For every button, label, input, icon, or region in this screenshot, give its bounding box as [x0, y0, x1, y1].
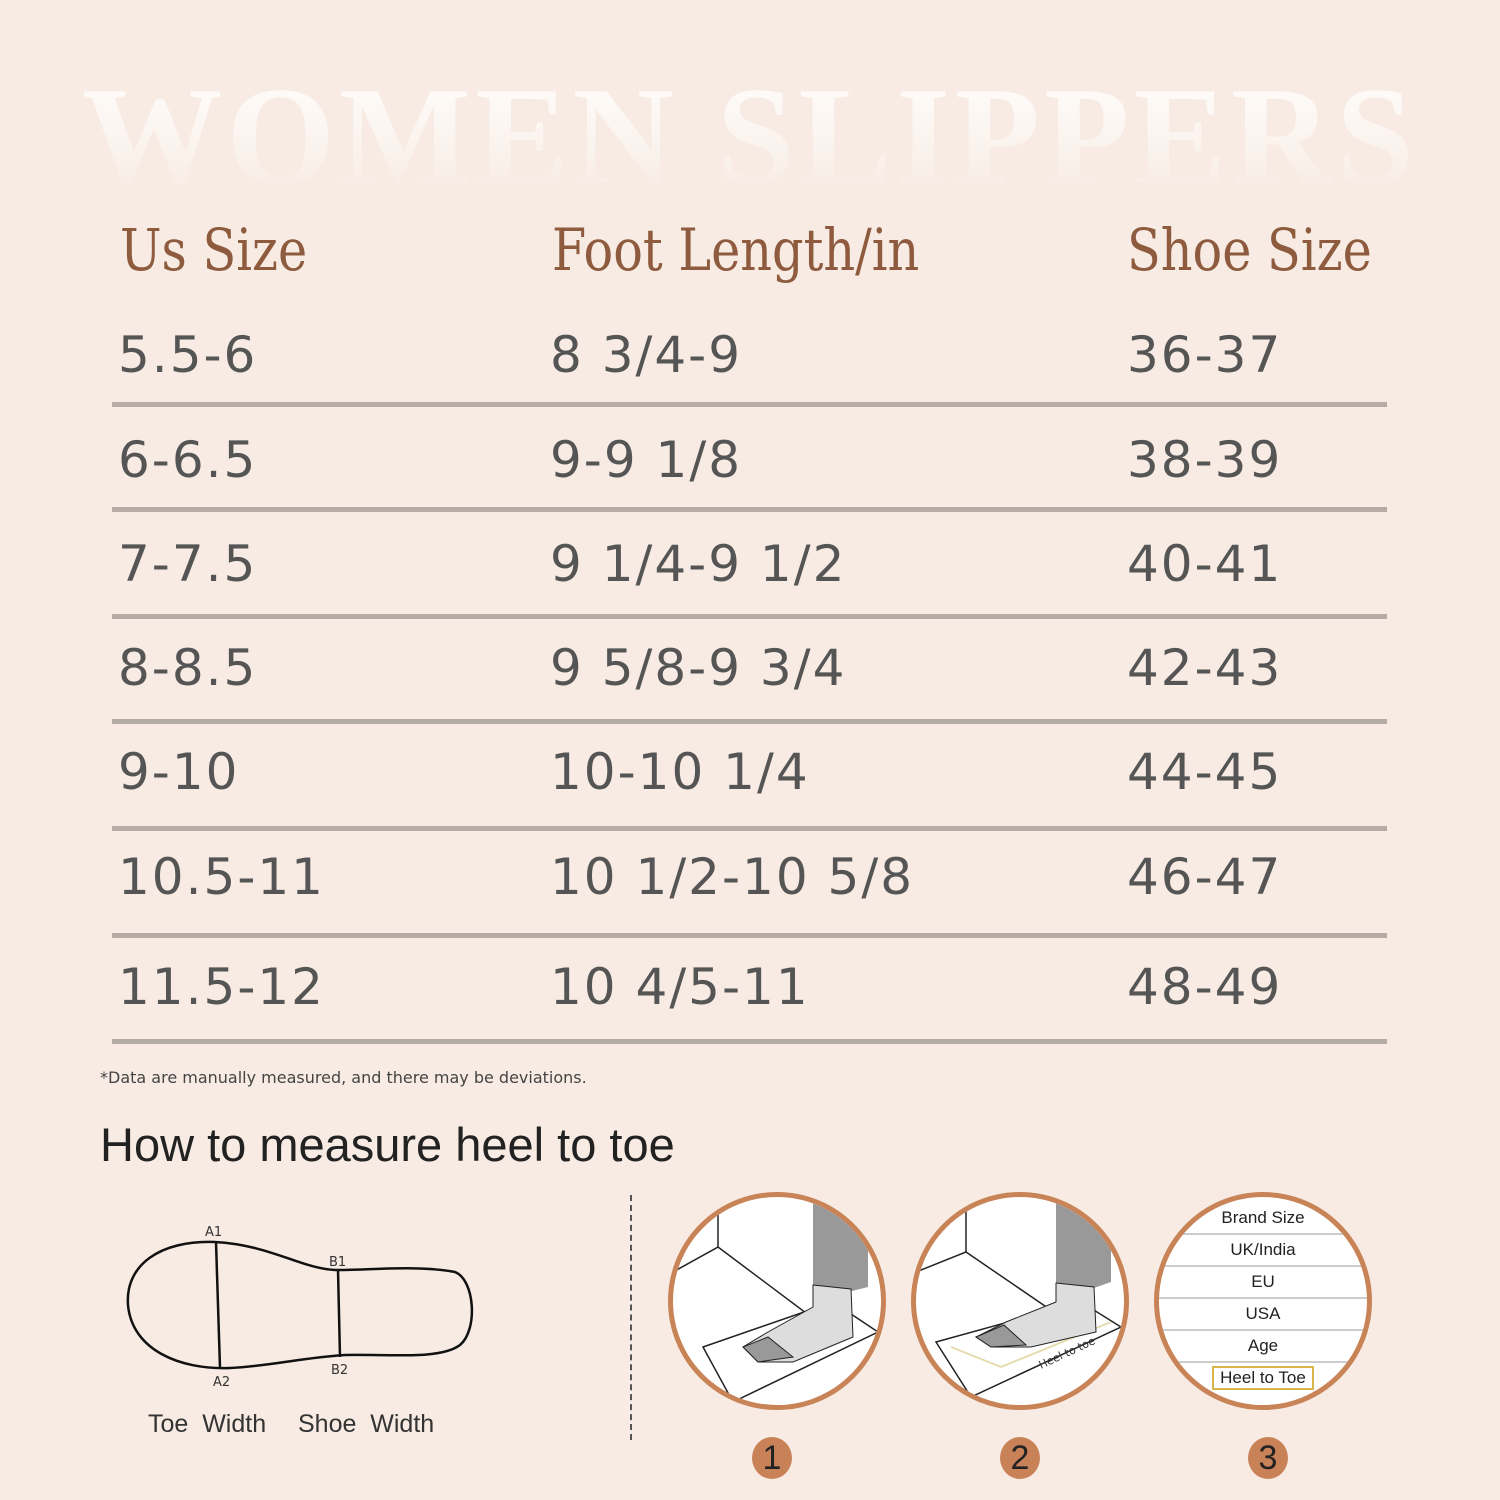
foot-length-cell: 10-10 1/4 — [550, 743, 810, 801]
how-to-measure-title: How to measure heel to toe — [100, 1118, 675, 1171]
step-badge-2: 2 — [1000, 1437, 1040, 1479]
disclaimer-note: *Data are manually measured, and there m… — [100, 1068, 587, 1087]
row-divider — [112, 402, 1387, 407]
foot-length-cell: 9-9 1/8 — [550, 431, 743, 489]
foot-length-cell: 9 5/8-9 3/4 — [550, 639, 847, 697]
row-divider — [112, 719, 1387, 724]
foot-length-cell: 10 4/5-11 — [550, 958, 810, 1016]
shoe-width-label: Shoe Width — [298, 1410, 435, 1438]
size-row: USA — [1159, 1299, 1367, 1331]
shoe-size-cell: 38-39 — [1127, 431, 1283, 489]
size-row: UK/India — [1159, 1235, 1367, 1267]
heel-to-toe-highlight: Heel to Toe — [1212, 1366, 1314, 1390]
us-size-cell: 8-8.5 — [118, 639, 258, 697]
us-size-cell: 6-6.5 — [118, 431, 258, 489]
label-a1: A1 — [205, 1225, 222, 1240]
us-size-cell: 11.5-12 — [118, 958, 325, 1016]
foot-length-cell: 10 1/2-10 5/8 — [550, 848, 915, 906]
step-badge-3: 3 — [1248, 1437, 1288, 1479]
step3-size-table: Brand Size UK/India EU USA Age Heel to T… — [1154, 1192, 1372, 1410]
shoe-size-cell: 40-41 — [1127, 535, 1283, 593]
us-size-cell: 5.5-6 — [118, 326, 258, 384]
foot-length-cell: 9 1/4-9 1/2 — [550, 535, 847, 593]
step1-illustration — [668, 1192, 886, 1410]
header-us-size: Us Size — [120, 216, 308, 284]
watermark-title: WOMEN SLIPPERS — [0, 72, 1500, 202]
row-divider — [112, 933, 1387, 938]
shoe-size-cell: 36-37 — [1127, 326, 1283, 384]
shoe-size-cell: 48-49 — [1127, 958, 1283, 1016]
header-shoe-size: Shoe Size — [1127, 216, 1372, 284]
shoe-size-cell: 42-43 — [1127, 639, 1283, 697]
header-foot-length: Foot Length/in — [552, 216, 920, 284]
foot-length-cell: 8 3/4-9 — [550, 326, 743, 384]
shoe-size-cell: 44-45 — [1127, 743, 1283, 801]
size-row: Age — [1159, 1331, 1367, 1363]
label-b2: B2 — [331, 1363, 348, 1378]
size-row: EU — [1159, 1267, 1367, 1299]
us-size-cell: 9-10 — [118, 743, 240, 801]
step2-illustration: Heel to toe — [911, 1192, 1129, 1410]
divider — [630, 1195, 632, 1440]
shoe-size-cell: 46-47 — [1127, 848, 1283, 906]
size-row: Brand Size — [1159, 1203, 1367, 1235]
us-size-cell: 10.5-11 — [118, 848, 325, 906]
shoe-outline-diagram: A1 A2 B1 B2 — [126, 1225, 474, 1390]
label-b1: B1 — [329, 1255, 346, 1270]
toe-width-label: Toe Width — [148, 1410, 267, 1438]
row-divider — [112, 826, 1387, 831]
label-a2: A2 — [213, 1375, 230, 1390]
us-size-cell: 7-7.5 — [118, 535, 258, 593]
row-divider — [112, 507, 1387, 512]
row-divider — [112, 1039, 1387, 1044]
step-badge-1: 1 — [752, 1437, 792, 1479]
row-divider — [112, 614, 1387, 619]
